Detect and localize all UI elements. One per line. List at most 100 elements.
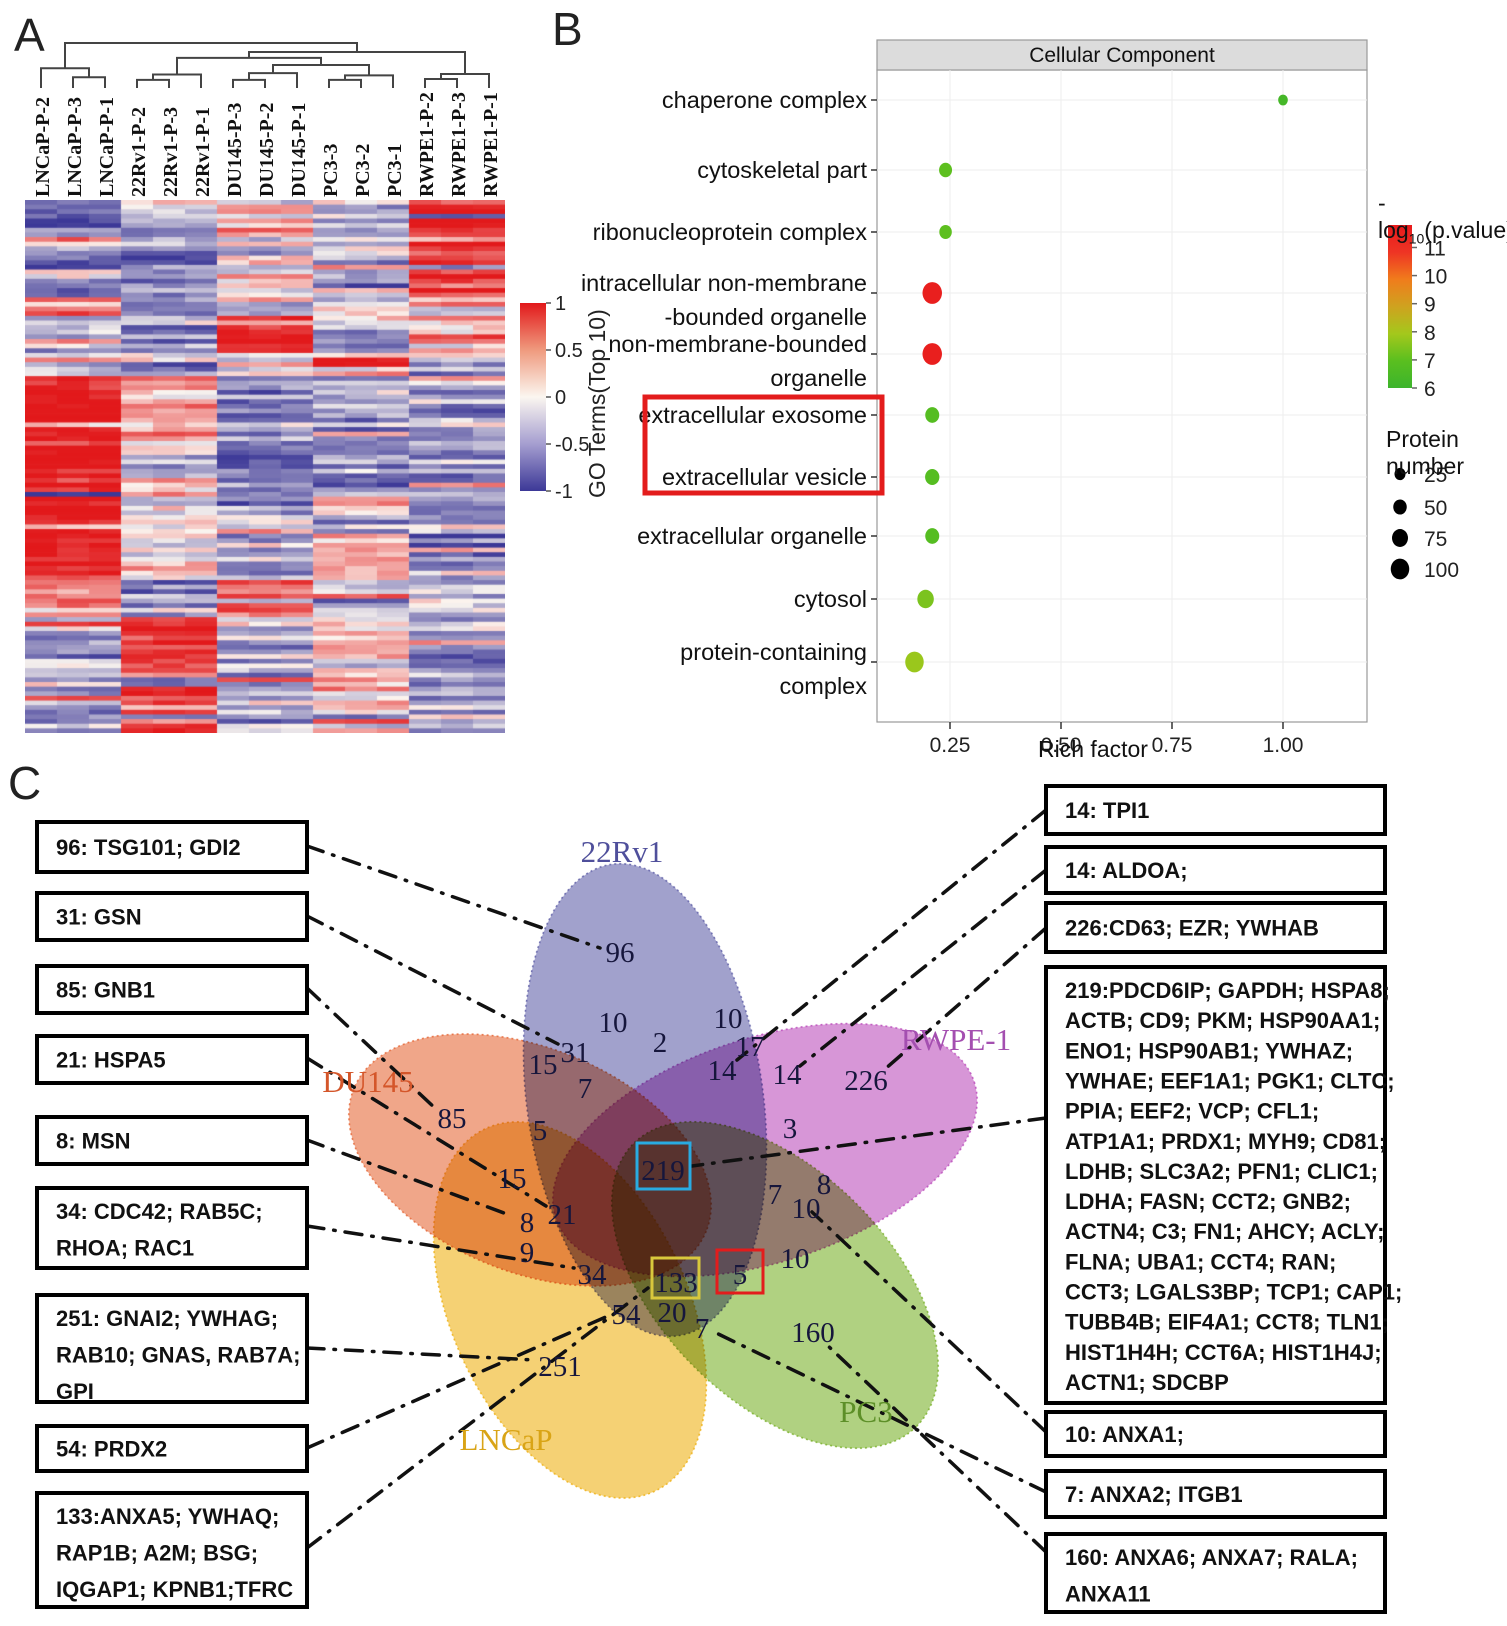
venn-count-10: 10: [599, 1007, 628, 1039]
dot-extracellular-organelle: [925, 528, 940, 544]
venn-set-label-lncap: LNCaP: [460, 1422, 553, 1457]
venn-count-251: 251: [538, 1351, 582, 1383]
callout-text: 133:ANXA5; YWHAQ;: [56, 1504, 279, 1529]
dot-protein-containing: [905, 651, 924, 673]
callout-box: [35, 1491, 309, 1609]
callout-text: CCT3; LGALS3BP; TCP1; CAP1;: [1065, 1280, 1402, 1305]
callout-text: HIST1H4H; CCT6A; HIST1H4J;: [1065, 1340, 1382, 1365]
venn-count-31: 31: [561, 1037, 590, 1069]
go-term-label: cytoskeletal part: [697, 157, 867, 183]
callout-text: FLNA; UBA1; CCT4; RAN;: [1065, 1249, 1336, 1274]
callout-box: [35, 964, 309, 1015]
x-tick-label: 0.25: [930, 734, 971, 757]
callout-text: 14: TPI1: [1065, 798, 1149, 823]
go-term-label: extracellular vesicle: [662, 464, 867, 490]
dendrogram: [40, 42, 490, 88]
heatmap-column-label: 22Rv1-P-3: [160, 107, 182, 197]
venn-count-3: 3: [783, 1113, 798, 1145]
go-term-label: protein-containing: [680, 639, 867, 665]
go-term-label: ribonucleoprotein complex: [593, 219, 868, 245]
heatmap-column-label: DU145-P-3: [224, 103, 246, 197]
venn-count-7: 7: [768, 1179, 783, 1211]
connector-line: [708, 1328, 1048, 1494]
pvalue-legend-tick-label: 8: [1424, 322, 1436, 345]
pvalue-legend-bar: [1388, 225, 1412, 388]
heatmap-legend-tick-label: 0: [555, 387, 566, 409]
venn-count-133: 133: [654, 1267, 698, 1299]
venn-diagram: [348, 862, 978, 1499]
connector-line: [305, 914, 560, 1046]
callout-text: 34: CDC42; RAB5C;: [56, 1199, 263, 1224]
size-legend-dot: [1390, 558, 1410, 580]
heatmap-legend-tick-label: -0.5: [555, 434, 589, 456]
venn-count-160: 160: [791, 1317, 835, 1349]
dot-extracellular-exosome: [925, 407, 940, 423]
venn-highlight-rect: [715, 1248, 765, 1295]
go-term-label: extracellular exosome: [638, 402, 867, 428]
dot-cytoskeletal-part: [939, 162, 953, 178]
callout-text: ACTN4; C3; FN1; AHCY; ACLY;: [1065, 1219, 1384, 1244]
heatmap-column-label: PC3-2: [352, 144, 374, 197]
x-tick-label: 0.50: [1041, 734, 1082, 757]
venn-count-7: 7: [578, 1073, 593, 1105]
callout-box: [35, 1186, 309, 1270]
callout-box: [35, 1293, 309, 1404]
dotplot-xlabel: Rich factor: [1038, 736, 1148, 762]
panel-b-label: B: [552, 3, 583, 55]
heatmap-legend-tick-label: 0.5: [555, 340, 583, 362]
connector-line: [305, 1138, 514, 1218]
pvalue-legend-title: -log10(p.value): [1378, 190, 1507, 247]
dendrogram-branch: [424, 78, 458, 88]
venn-set-label-rwpe-1: RWPE-1: [901, 1022, 1011, 1057]
heatmap-column-label: RWPE1-P-3: [448, 92, 470, 197]
callout-text: GPI: [56, 1379, 94, 1404]
venn-count-5: 5: [533, 1115, 548, 1147]
venn-count-34: 34: [578, 1259, 608, 1291]
callout-text: PPIA; EEF2; VCP; CFL1;: [1065, 1099, 1319, 1124]
heatmap-column-label: LNCaP-P-2: [32, 97, 54, 197]
dot-extracellular-vesicle: [925, 468, 940, 486]
callout-text: 10: ANXA1;: [1065, 1422, 1184, 1447]
venn-count-226: 226: [844, 1065, 888, 1097]
venn-count-2: 2: [653, 1027, 668, 1059]
callout-box: [35, 891, 309, 942]
connector-line: [810, 1210, 1048, 1434]
callout-text: LDHA; FASN; CCT2; GNB2;: [1065, 1189, 1351, 1214]
callout-text: 7: ANXA2; ITGB1: [1065, 1482, 1243, 1507]
dot-ribonucleoprotein-complex: [939, 225, 952, 239]
dendrogram-branch: [232, 78, 266, 88]
venn-count-10: 10: [714, 1003, 743, 1035]
go-term-label: extracellular organelle: [637, 523, 867, 549]
callout-text: IQGAP1; KPNB1;TFRC: [56, 1577, 293, 1602]
dot-intracellular-non-membrane: [922, 282, 942, 304]
venn-count-54: 54: [612, 1299, 642, 1331]
pvalue-legend-tick-label: 11: [1424, 237, 1446, 260]
connector-line: [305, 986, 439, 1112]
venn-count-20: 20: [658, 1297, 687, 1329]
heatmap-legend-tick-label: 1: [555, 293, 566, 315]
connector-line: [305, 1286, 650, 1550]
dot-non-membrane-bounded: [922, 343, 942, 365]
venn-count-8: 8: [520, 1207, 535, 1239]
connector-line: [305, 1346, 536, 1362]
venn-count-14: 14: [708, 1055, 738, 1087]
heatmap-legend-bar: [520, 303, 546, 491]
connector-line: [735, 808, 1048, 1062]
dotplot: 0.25 0.50 0.75 1.00 chaperone complex cytoske…: [581, 39, 1459, 757]
callout-text: RAP1B; A2M; BSG;: [56, 1541, 258, 1566]
dendrogram-branch: [248, 51, 466, 75]
dendrogram-branch: [176, 56, 322, 75]
heatmap-column-labels: LNCaP-P-2 LNCaP-P-3 LNCaP-P-1 22Rv1-P-2 22Rv…: [32, 92, 502, 197]
heatmap-column-label: RWPE1-P-2: [416, 92, 438, 197]
callout-text: RAB10; GNAS, RAB7A;: [56, 1343, 300, 1368]
go-term-label: organelle: [770, 365, 867, 391]
go-term-label: cytosol: [794, 586, 867, 612]
callout-box: [35, 1424, 309, 1473]
venn-count-219: 219: [641, 1155, 685, 1187]
size-legend-dot: [1394, 467, 1406, 481]
venn-count-85: 85: [438, 1103, 467, 1135]
connector-line: [882, 926, 1048, 1072]
callout-text: RHOA; RAC1: [56, 1236, 194, 1261]
